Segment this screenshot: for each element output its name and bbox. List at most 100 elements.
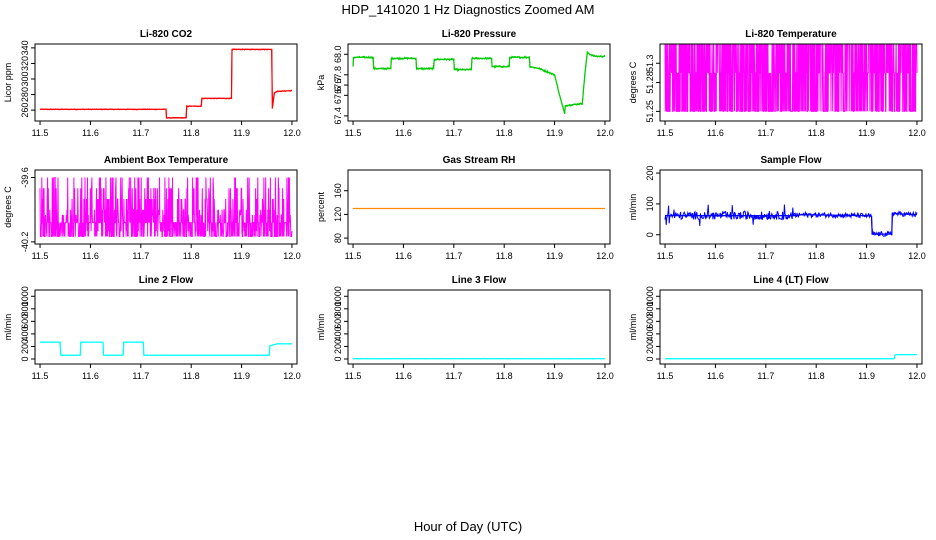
x-tick-label: 12.0: [283, 371, 301, 381]
panel-5: Gas Stream RH percent 11.5 11.6 11.7 11.8 11.9…: [316, 155, 614, 261]
y-tick-label: 1000: [645, 286, 655, 306]
panel-8: Line 3 Flow ml/min 11.5 11.6 11.7 11.8 11.9 12.…: [316, 275, 614, 381]
y-axis-label: ml/min: [628, 194, 638, 221]
y-axis-label: ml/min: [628, 314, 638, 341]
panel-title: Li-820 CO2: [140, 29, 193, 40]
y-tick-label: -39.6: [20, 167, 30, 188]
plot-frame: [34, 169, 298, 245]
x-tick-label: 11.7: [445, 128, 462, 138]
x-tick-label: 11.9: [233, 371, 250, 381]
series-line: [352, 51, 606, 113]
y-tick-label: 51.3: [645, 54, 655, 72]
y-tick-label: 400: [20, 326, 30, 341]
x-tick-label: 11.6: [395, 251, 412, 261]
y-tick-label: -40.2: [20, 232, 30, 253]
y-axis-label: Licor ppm: [3, 63, 13, 103]
series-line: [39, 177, 293, 237]
y-axis-label: ml/min: [3, 314, 13, 341]
x-tick-label: 11.5: [657, 371, 674, 381]
x-tick-label: 11.5: [345, 371, 362, 381]
x-tick-label: 11.7: [132, 371, 149, 381]
y-tick-label: 68.0: [333, 46, 343, 64]
series-line: [40, 341, 292, 356]
y-tick-label: 300: [20, 71, 30, 86]
x-tick-label: 11.9: [546, 371, 563, 381]
y-tick-label: 260: [20, 103, 30, 118]
panel-2: Li-820 Pressure kPa 11.5 11.6 11.7 11.8 11.9 12…: [316, 29, 614, 138]
x-tick-label: 11.8: [496, 371, 513, 381]
panel-title: Sample Flow: [760, 155, 821, 166]
y-tick-label: 600: [333, 314, 343, 329]
y-tick-label: 1000: [20, 286, 30, 306]
x-tick-label: 11.8: [808, 371, 825, 381]
x-tick-label: 11.6: [707, 251, 724, 261]
panel-6: Sample Flow ml/min 11.5 11.6 11.7 11.8 11.9 12.…: [628, 155, 926, 261]
panel-title: Gas Stream RH: [443, 155, 516, 166]
x-tick-label: 11.8: [808, 251, 825, 261]
panel-4: Ambient Box Temperature degrees C 11.5 11.6…: [3, 155, 301, 261]
x-tick-label: 11.6: [707, 128, 724, 138]
series-step-line: [40, 341, 292, 356]
y-tick-label: 800: [645, 301, 655, 316]
y-axis-label: degrees C: [3, 186, 13, 228]
data-series: [352, 51, 606, 114]
y-tick-label: 100: [645, 196, 655, 211]
x-tick-label: 11.7: [445, 251, 462, 261]
y-tick-label: 800: [20, 301, 30, 316]
figure-title: HDP_141020 1 Hz Diagnostics Zoomed AM: [342, 2, 595, 17]
x-tick-label: 12.0: [596, 251, 614, 261]
series-line: [665, 354, 917, 360]
series-line: [39, 48, 293, 120]
series-line: [664, 44, 918, 112]
y-tick-label: 200: [645, 339, 655, 354]
panel-title: Line 4 (LT) Flow: [753, 275, 829, 286]
y-tick-label: 200: [20, 339, 30, 354]
x-tick-label: 12.0: [908, 371, 926, 381]
y-tick-label: 200: [645, 166, 655, 181]
y-tick-label: 67.7: [333, 76, 343, 94]
y-tick-label: 600: [20, 314, 30, 329]
x-tick-label: 11.5: [32, 251, 49, 261]
x-tick-label: 11.6: [395, 371, 412, 381]
y-axis-label: ml/min: [316, 314, 326, 341]
data-series: [39, 177, 293, 237]
data-series: [664, 44, 918, 112]
series-line: [352, 357, 605, 360]
plot-frame: [34, 289, 298, 365]
x-tick-label: 11.5: [32, 371, 49, 381]
panel-3: Li-820 Temperature degrees C 11.5 11.6 11.7 1…: [628, 29, 926, 138]
data-series: [39, 48, 293, 120]
x-tick-label: 11.8: [496, 251, 513, 261]
x-tick-label: 11.5: [345, 128, 362, 138]
x-tick-label: 11.9: [546, 128, 563, 138]
x-tick-label: 11.9: [233, 251, 250, 261]
x-tick-label: 12.0: [596, 128, 614, 138]
x-tick-label: 11.7: [757, 251, 774, 261]
x-tick-label: 11.6: [82, 128, 99, 138]
x-tick-label: 11.5: [32, 128, 49, 138]
panel-title: Ambient Box Temperature: [104, 155, 229, 166]
y-tick-label: 0: [20, 356, 30, 361]
y-tick-label: 80: [333, 233, 343, 243]
x-tick-label: 11.9: [858, 128, 875, 138]
y-tick-label: 67.6: [333, 87, 343, 105]
y-tick-label: 1000: [333, 286, 343, 306]
x-tick-label: 11.6: [82, 251, 99, 261]
y-tick-label: 400: [645, 326, 655, 341]
y-tick-label: 51.28: [645, 71, 655, 94]
y-axis-label: kPa: [316, 75, 326, 91]
x-tick-label: 12.0: [596, 371, 614, 381]
panel-title: Li-820 Pressure: [442, 29, 517, 40]
y-axis-label: degrees C: [628, 61, 638, 103]
x-tick-label: 12.0: [283, 251, 301, 261]
panel-title: Line 3 Flow: [452, 275, 507, 286]
y-tick-label: 200: [333, 339, 343, 354]
series-step-line: [665, 212, 918, 235]
x-tick-label: 11.8: [183, 251, 200, 261]
panel-7: Line 2 Flow ml/min 11.5 11.6 11.7 11.8 11.9 12.…: [3, 275, 301, 381]
x-tick-label: 11.6: [395, 128, 412, 138]
panel-9: Line 4 (LT) Flow ml/min 11.5 11.6 11.7 11.8 11…: [628, 275, 926, 381]
x-tick-label: 11.9: [546, 251, 563, 261]
series-line: [664, 204, 918, 237]
